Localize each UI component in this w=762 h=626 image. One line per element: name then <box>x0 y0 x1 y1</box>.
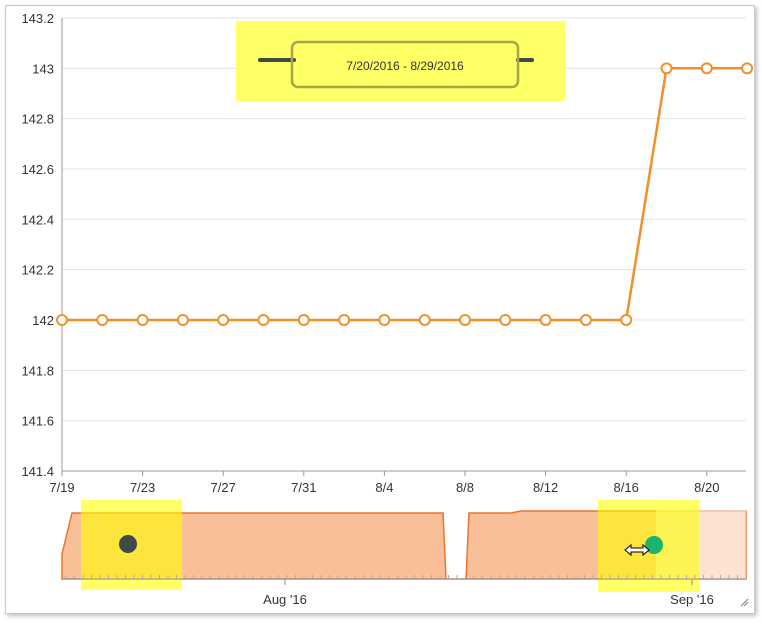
chart-frame: 143.2 143 142.8 142.6 142.4 142.2 142 141.8 141.… <box>5 5 755 614</box>
x-tick-label: 8/8 <box>456 480 474 495</box>
series-line-group <box>56 62 754 326</box>
data-point[interactable] <box>378 314 391 326</box>
y-axis: 143.2 143 142.8 142.6 142.4 142.2 142 141.8 141.… <box>21 11 54 479</box>
data-point[interactable] <box>136 314 149 326</box>
data-point[interactable] <box>660 62 673 75</box>
y-tick-label: 142.4 <box>21 212 54 227</box>
x-tick-label: 7/27 <box>211 480 236 495</box>
x-tick-label: 8/16 <box>614 480 639 495</box>
data-point[interactable] <box>539 314 552 326</box>
navigator-label-aug: Aug '16 <box>263 592 307 607</box>
y-tick-label: 142.8 <box>21 112 54 127</box>
y-tick-label: 141.8 <box>21 363 54 378</box>
range-selector[interactable]: 7/20/2016 - 8/29/2016 <box>236 21 565 101</box>
x-tick-label: 8/20 <box>694 480 719 495</box>
data-point[interactable] <box>338 314 351 326</box>
y-tick-label: 143 <box>32 61 54 76</box>
range-label-box[interactable] <box>290 40 520 89</box>
navigator-left-handle[interactable] <box>119 535 137 553</box>
x-axis: 7/19 7/23 7/27 7/31 8/4 8/8 8/12 8/16 8/20 <box>49 18 746 495</box>
navigator-label-sep: Sep '16 <box>670 592 714 607</box>
series-line <box>62 67 748 322</box>
x-tick-label: 7/23 <box>130 480 155 495</box>
x-tick-label: 7/19 <box>49 480 74 495</box>
data-point[interactable] <box>620 314 633 326</box>
data-point[interactable] <box>297 314 310 326</box>
y-tick-label: 141.6 <box>21 414 54 429</box>
range-label: 7/20/2016 - 8/29/2016 <box>346 59 464 73</box>
data-point[interactable] <box>741 62 754 75</box>
data-point[interactable] <box>56 314 68 326</box>
data-point[interactable] <box>217 314 230 326</box>
y-tick-label: 141.4 <box>21 464 54 479</box>
chart-svg: 143.2 143 142.8 142.6 142.4 142.2 142 141.8 141.… <box>21 11 754 607</box>
y-tick-label: 143.2 <box>21 11 54 26</box>
data-point[interactable] <box>700 62 713 75</box>
navigator[interactable]: Aug '16 Sep '16 <box>61 500 747 607</box>
resize-cursor-icon <box>624 543 650 557</box>
y-tick-label: 142.2 <box>21 263 54 278</box>
x-tick-label: 8/12 <box>533 480 558 495</box>
x-tick-label: 8/4 <box>375 480 393 495</box>
navigator-right-handle[interactable] <box>645 536 663 554</box>
y-tick-label: 142 <box>32 313 54 328</box>
data-point[interactable] <box>257 314 270 326</box>
data-point[interactable] <box>96 314 109 326</box>
data-point[interactable] <box>579 314 592 326</box>
data-point[interactable] <box>499 314 512 326</box>
window-resize-grip-icon[interactable] <box>740 598 749 607</box>
x-tick-label: 7/31 <box>291 480 316 495</box>
data-point[interactable] <box>176 314 189 326</box>
y-tick-label: 142.6 <box>21 162 54 177</box>
navigator-ticks <box>65 575 738 585</box>
data-point[interactable] <box>418 314 431 326</box>
data-point[interactable] <box>459 314 471 326</box>
